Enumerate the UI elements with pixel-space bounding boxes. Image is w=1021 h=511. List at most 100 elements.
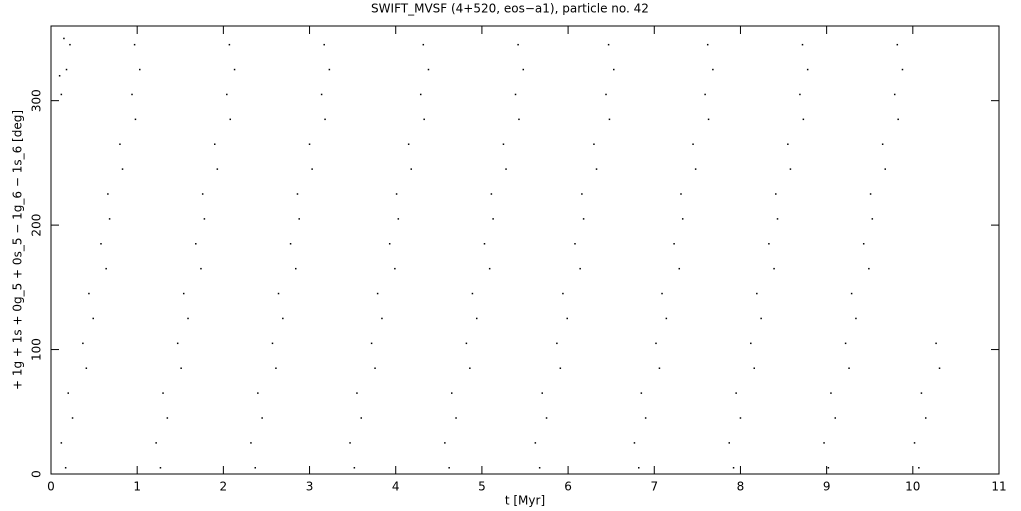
point xyxy=(289,243,292,245)
point xyxy=(692,143,694,145)
x-tick-label: 7 xyxy=(650,480,658,494)
point xyxy=(694,168,697,170)
point xyxy=(502,143,505,145)
point xyxy=(920,392,923,394)
point xyxy=(490,193,493,195)
point xyxy=(187,317,189,320)
x-axis-label: t [Myr] xyxy=(505,494,545,508)
point xyxy=(579,267,581,270)
point xyxy=(823,442,825,444)
point xyxy=(739,417,742,419)
point xyxy=(732,467,735,469)
point xyxy=(938,367,941,369)
point xyxy=(155,442,157,444)
point xyxy=(394,267,396,270)
point xyxy=(195,243,197,245)
point xyxy=(448,467,450,469)
point xyxy=(395,193,398,195)
point xyxy=(465,342,468,345)
point xyxy=(893,93,896,96)
point xyxy=(475,317,478,320)
point xyxy=(58,75,61,77)
point xyxy=(638,467,640,469)
point xyxy=(517,43,519,46)
point xyxy=(665,317,668,320)
point xyxy=(100,243,102,245)
point xyxy=(166,417,169,419)
point xyxy=(213,143,216,145)
point xyxy=(658,367,661,369)
point xyxy=(139,68,141,71)
x-tick-label: 4 xyxy=(392,480,400,494)
point xyxy=(159,467,162,469)
point xyxy=(381,317,383,320)
point xyxy=(356,392,358,394)
x-tick-label: 8 xyxy=(737,480,745,494)
x-tick-label: 10 xyxy=(905,480,920,494)
point xyxy=(775,193,777,195)
point xyxy=(108,218,111,220)
point xyxy=(801,43,804,46)
point xyxy=(559,367,562,369)
point xyxy=(71,417,74,419)
point xyxy=(566,317,568,320)
point xyxy=(776,218,779,220)
point xyxy=(673,243,675,245)
point xyxy=(868,267,870,270)
point xyxy=(541,392,543,394)
x-tick-label: 1 xyxy=(133,480,141,494)
point xyxy=(896,43,899,46)
point xyxy=(200,267,202,270)
point xyxy=(228,43,231,46)
point xyxy=(92,317,94,320)
point xyxy=(562,292,564,295)
point xyxy=(640,392,643,394)
point xyxy=(850,292,853,295)
point xyxy=(901,68,904,71)
point xyxy=(422,43,425,46)
point xyxy=(353,467,356,469)
point xyxy=(881,143,884,145)
point xyxy=(370,342,373,345)
point xyxy=(935,342,937,345)
point xyxy=(388,243,391,245)
point xyxy=(298,218,300,220)
point xyxy=(862,243,865,245)
plot-frame xyxy=(50,25,1000,475)
point xyxy=(427,68,430,71)
point xyxy=(469,367,471,369)
point xyxy=(593,143,595,145)
point xyxy=(419,93,422,96)
point xyxy=(681,218,684,220)
point xyxy=(750,342,752,345)
point xyxy=(706,43,709,46)
point xyxy=(581,193,583,195)
point xyxy=(913,442,916,444)
point xyxy=(760,317,762,320)
point xyxy=(505,168,507,170)
point xyxy=(806,68,809,71)
point xyxy=(735,392,737,394)
point xyxy=(328,68,331,71)
point xyxy=(229,118,232,121)
y-axis-label: + 1g + 1s + 0g_5 + 0s_5 − 1g_6 − 1s_6 [d… xyxy=(11,110,25,390)
y-tick-label: 0 xyxy=(30,470,44,478)
point xyxy=(869,193,872,195)
point xyxy=(180,367,182,369)
point xyxy=(607,43,610,46)
point xyxy=(488,267,491,270)
point xyxy=(133,43,136,46)
point xyxy=(514,93,517,96)
point xyxy=(802,118,805,121)
y-tick-label: 100 xyxy=(30,338,44,361)
point xyxy=(296,193,299,195)
point xyxy=(661,292,663,295)
point xyxy=(311,168,313,170)
point xyxy=(254,467,257,469)
point xyxy=(410,168,412,170)
point xyxy=(678,267,681,270)
point xyxy=(134,118,137,121)
point xyxy=(753,367,755,369)
